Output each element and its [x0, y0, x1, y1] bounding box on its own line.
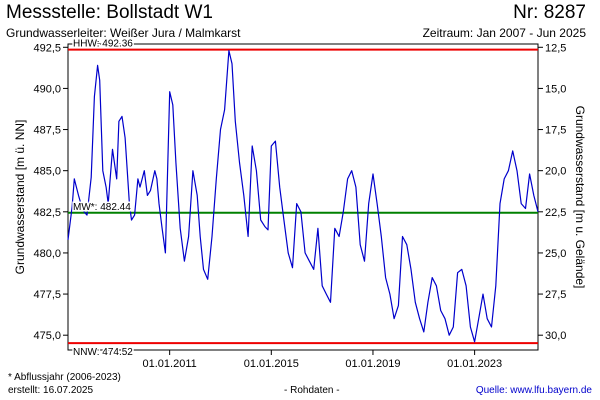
ref-label-hhw: HHW: 492.36 [73, 39, 133, 50]
y2-tick-label: 17,5 [545, 125, 566, 137]
y-tick-label: 485,0 [33, 166, 61, 178]
x-tick-label: 01.01.2023 [447, 358, 502, 370]
y2-axis-title: Grundwasserstand [m u. Gelände] [573, 106, 587, 289]
created-date: erstellt: 16.07.2025 [8, 385, 94, 396]
aquifer-label: Grundwasserleiter: Weißer Jura / Malmkar… [6, 26, 241, 40]
source-link[interactable]: www.lfu.bayern.de [510, 385, 592, 396]
x-tick-label: 01.01.2015 [244, 358, 299, 370]
y2-tick-label: 25,0 [545, 248, 566, 260]
station-number: Nr: 8287 [513, 2, 586, 23]
x-tick-label: 01.01.2019 [345, 358, 400, 370]
ref-label-nnw: NNW: 474.52 [73, 347, 133, 358]
y-tick-label: 487,5 [33, 125, 61, 137]
y2-tick-label: 20,0 [545, 166, 566, 178]
station-title: Messstelle: Bollstadt W1 [6, 2, 213, 23]
source-credit: Quelle: www.lfu.bayern.de [476, 385, 592, 396]
raw-data-label: - Rohdaten - [284, 385, 340, 396]
y-tick-label: 482,5 [33, 207, 61, 219]
y-tick-label: 492,5 [33, 42, 61, 54]
y2-tick-label: 22,5 [545, 207, 566, 219]
y-tick-label: 477,5 [33, 289, 61, 301]
y-tick-label: 490,0 [33, 83, 61, 95]
y-tick-label: 475,0 [33, 330, 61, 342]
y-tick-label: 480,0 [33, 248, 61, 260]
source-label: Quelle: [475, 385, 511, 396]
y2-tick-label: 12,5 [545, 42, 566, 54]
series-line [67, 49, 539, 343]
period-label: Zeitraum: Jan 2007 - Jun 2025 [422, 26, 586, 40]
x-tick-label: 01.01.2011 [143, 358, 197, 370]
footnote: * Abflussjahr (2006-2023) [8, 372, 121, 383]
y-axis-title: Grundwasserstand [m ü. NN] [13, 120, 27, 275]
y2-tick-label: 30,0 [545, 330, 566, 342]
plot-frame [67, 43, 539, 351]
ref-label-mw: MW*: 482.44 [73, 202, 131, 213]
y2-tick-label: 27,5 [545, 289, 566, 301]
y2-tick-label: 15,0 [545, 83, 566, 95]
